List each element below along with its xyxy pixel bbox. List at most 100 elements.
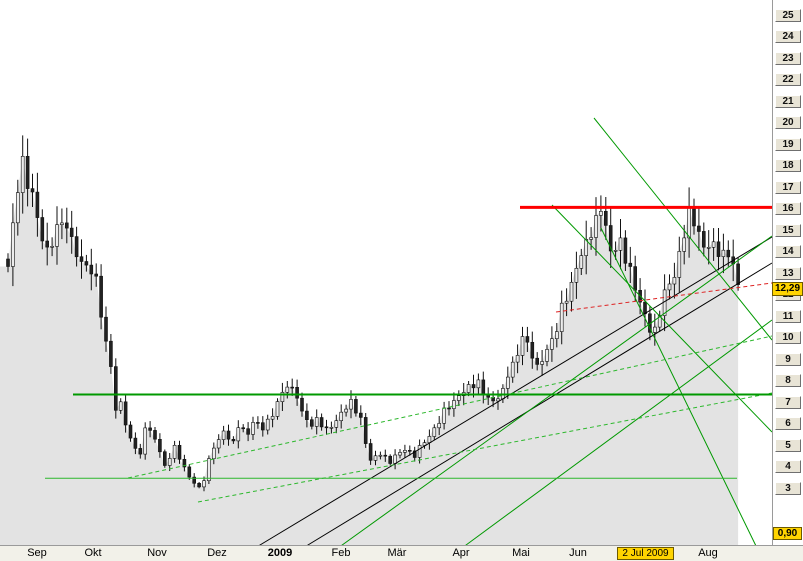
candle-body — [241, 427, 245, 430]
candle-body — [344, 408, 348, 413]
candle-body — [599, 211, 603, 216]
candle-body — [172, 444, 177, 459]
candle-body — [652, 326, 657, 333]
candle-body — [20, 156, 25, 193]
uptrend-green-line-outer[interactable] — [461, 319, 773, 549]
candle-body — [442, 407, 446, 424]
candle-body — [535, 357, 540, 365]
candle-body — [550, 338, 554, 350]
candle-body — [388, 455, 393, 464]
candle-body — [721, 249, 726, 257]
candle-body — [65, 222, 69, 229]
channel-upper-black-line[interactable] — [302, 262, 773, 549]
downtrend-green-line-1[interactable] — [593, 117, 773, 341]
uptrend-green-line-steep[interactable] — [337, 235, 773, 549]
candle-body — [520, 336, 525, 356]
candle-body — [11, 222, 15, 267]
candle-body — [447, 407, 451, 410]
candle-body — [373, 455, 378, 461]
candle-body — [133, 437, 138, 449]
candle-body — [182, 458, 187, 468]
candle-body — [403, 449, 407, 453]
candle-body — [623, 237, 628, 264]
candle-body — [275, 401, 280, 417]
candle-body — [452, 400, 456, 409]
candle-body — [207, 458, 211, 482]
candle-body — [114, 366, 118, 411]
candle-body — [427, 436, 432, 443]
candle-body — [15, 192, 20, 224]
candle-body — [104, 316, 108, 342]
candle-body — [496, 398, 500, 402]
candle-body — [432, 427, 437, 437]
downtrend-green-line-3[interactable] — [600, 227, 758, 549]
y-axis-tick: 11 — [775, 310, 801, 323]
candle-body — [692, 206, 696, 227]
y-axis-tick: 13 — [775, 267, 801, 280]
candle-body — [60, 222, 64, 225]
y-axis-tick: 4 — [775, 460, 801, 473]
candle-body — [579, 255, 584, 269]
y-axis-tick: 15 — [775, 224, 801, 237]
candle-body — [118, 401, 123, 411]
candle-body — [716, 241, 721, 257]
candle-body — [212, 447, 216, 460]
candle-body — [300, 397, 304, 412]
candle-body — [256, 422, 260, 424]
candle-body — [324, 426, 329, 429]
y-axis-tick: 10 — [775, 331, 801, 344]
candle-body — [290, 386, 295, 389]
candle-body — [197, 482, 201, 488]
candle-body — [246, 428, 250, 435]
candle-body — [437, 423, 442, 429]
candle-body — [378, 454, 383, 457]
candle-body — [30, 188, 35, 193]
candle-body — [726, 249, 731, 258]
dashed-green-trendline-1[interactable] — [127, 335, 773, 479]
candle-body — [314, 417, 319, 427]
price-area-fill — [0, 156, 739, 546]
candle-body — [677, 251, 682, 278]
y-axis-tick: 25 — [775, 9, 801, 22]
y-axis-tick: 20 — [775, 116, 801, 129]
candle-body — [393, 454, 397, 464]
candle-body — [368, 443, 373, 461]
candle-body — [354, 399, 358, 414]
candle-body — [35, 191, 40, 218]
candle-body — [309, 419, 314, 427]
candle-body — [109, 340, 113, 367]
candle-body — [589, 237, 593, 240]
x-axis-label: Okt — [84, 547, 102, 559]
candle-body — [594, 215, 598, 238]
candle-body — [285, 386, 290, 393]
candle-body — [525, 336, 530, 343]
candle-body — [412, 450, 417, 458]
y-axis-tick: 7 — [775, 396, 801, 409]
candle-body — [74, 236, 79, 258]
candle-body — [84, 261, 89, 266]
dashed-green-trendline-2[interactable] — [197, 392, 773, 503]
candle-body — [667, 283, 672, 291]
x-axis-label: Mai — [512, 547, 530, 559]
candle-body — [706, 247, 711, 249]
candle-body — [25, 156, 30, 189]
y-axis[interactable]: 252423222120191817161514131211109876543 — [772, 0, 803, 545]
candle-body — [177, 444, 182, 460]
candle-body — [564, 300, 569, 304]
candle-body — [736, 263, 740, 285]
x-axis-label: Nov — [147, 547, 167, 559]
candle-body — [143, 427, 147, 455]
candle-body — [50, 246, 54, 248]
selected-date-tag: 2 Jul 2009 — [617, 547, 674, 560]
dashed-red-trendline[interactable] — [555, 282, 773, 313]
candle-body — [295, 386, 299, 399]
candle-body — [383, 454, 388, 457]
x-axis-label: Feb — [331, 547, 351, 559]
candle-body — [510, 361, 515, 378]
candle-body — [398, 452, 402, 456]
candle-body — [711, 241, 716, 248]
x-axis[interactable]: Sep Okt Nov Dez 2009 Feb Mär Apr Mai Jun Aug — [0, 545, 803, 561]
y-axis-tick: 5 — [775, 439, 801, 452]
